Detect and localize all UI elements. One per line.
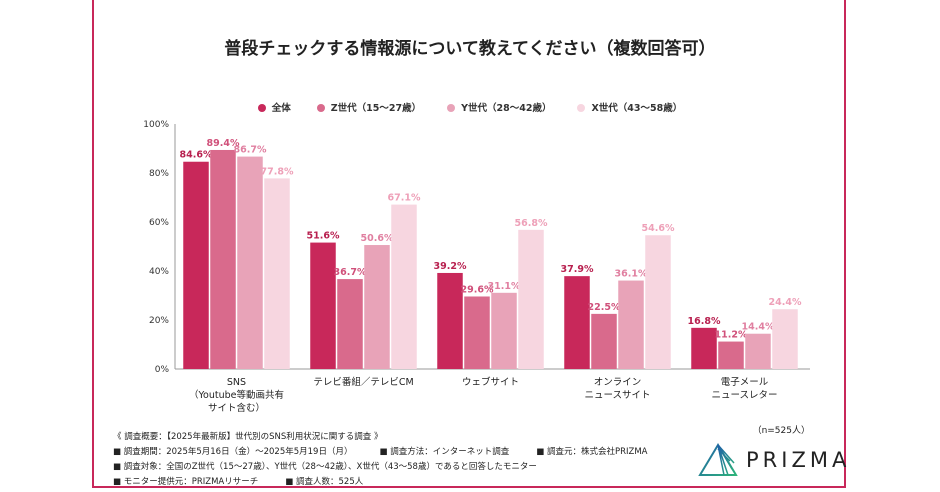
legend-swatch	[447, 104, 456, 112]
note-line: 《 調査概要：【2025年最新版】世代別のSNS利用状況に関する調査 》	[113, 432, 383, 442]
data-label: 14.4%	[742, 322, 775, 333]
bar	[745, 333, 771, 369]
data-label: 31.1%	[488, 281, 521, 292]
data-label: 54.6%	[642, 223, 675, 234]
logo-text: PRIZMA	[746, 448, 851, 472]
data-label: 56.8%	[515, 218, 548, 229]
x-tick-label: （Youtube等動画共有	[189, 389, 284, 401]
legend-item: Z世代（15〜27歳）	[316, 100, 422, 114]
legend-label: 全体	[271, 103, 291, 114]
legend-label: Z世代（15〜27歳）	[330, 103, 422, 114]
chart-frame	[92, 0, 846, 488]
data-label: 50.6%	[361, 233, 394, 244]
bar	[691, 327, 717, 369]
legend-item: X世代（43〜58歳）	[577, 100, 682, 114]
data-label: 36.1%	[615, 269, 648, 280]
data-label: 86.7%	[234, 145, 267, 156]
bar	[364, 245, 390, 369]
data-label: 77.8%	[261, 166, 294, 177]
bar	[264, 178, 290, 369]
bar	[564, 276, 590, 369]
y-tick-label: 40%	[149, 267, 169, 277]
y-tick-label: 20%	[149, 316, 169, 326]
data-label: 67.1%	[388, 193, 421, 204]
bar	[183, 161, 209, 369]
x-tick-label: テレビ番組／テレビCM	[313, 376, 413, 388]
bar	[337, 279, 363, 369]
data-label: 22.5%	[588, 302, 621, 313]
bar	[591, 313, 617, 369]
bar	[464, 296, 490, 369]
y-tick-label: 100%	[143, 120, 169, 130]
data-label: 51.6%	[307, 231, 340, 242]
legend-item: 全体	[257, 100, 291, 114]
x-tick-label: ウェブサイト	[462, 376, 519, 388]
bar	[210, 149, 236, 369]
x-tick-label: 電子メール	[721, 377, 769, 388]
legend-swatch	[316, 104, 325, 112]
bar	[237, 156, 263, 369]
bar	[618, 280, 644, 369]
survey-notes: 《 調査概要：【2025年最新版】世代別のSNS利用状況に関する調査 》 ■ 調…	[113, 430, 647, 490]
x-tick-label: サイト含む）	[208, 402, 265, 414]
bar	[772, 309, 798, 369]
y-tick-label: 60%	[149, 218, 169, 228]
data-label: 37.9%	[561, 264, 594, 275]
legend-label: Y世代（28〜42歳）	[461, 103, 552, 114]
data-label: 11.2%	[715, 330, 748, 341]
data-label: 84.6%	[180, 150, 213, 161]
legend-swatch	[577, 104, 586, 112]
y-tick-label: 80%	[149, 169, 169, 179]
bar	[518, 229, 544, 369]
bar	[437, 272, 463, 369]
legend-label: X世代（43〜58歳）	[591, 103, 683, 114]
data-label: 36.7%	[334, 267, 367, 278]
note-line: ■ 調査対象：全国のZ世代（15〜27歳）、Y世代（28〜42歳）、X世代（43…	[113, 462, 537, 472]
bar	[645, 235, 671, 369]
data-label: 24.4%	[769, 297, 802, 308]
bar	[391, 204, 417, 369]
data-label: 16.8%	[688, 316, 721, 327]
x-tick-label: ニュースサイト	[584, 390, 650, 401]
bar	[310, 242, 336, 369]
prizma-logo: PRIZMA	[698, 443, 850, 477]
sample-size: （n=525人）	[752, 426, 810, 436]
x-tick-label: SNS	[227, 377, 246, 388]
note-line: ■ 調査期間：2025年5月16日（金）〜2025年5月19日（月） ■ 調査方…	[113, 447, 648, 457]
chart-title: 普段チェックする情報源について教えてください（複数回答可）	[224, 39, 716, 59]
data-label: 29.6%	[461, 284, 494, 295]
data-label: 89.4%	[207, 138, 240, 149]
legend: 全体 Z世代（15〜27歳） Y世代（28〜42歳） X世代（43〜58歳）	[0, 100, 940, 114]
x-tick-label: オンライン	[594, 377, 642, 388]
legend-swatch	[257, 104, 266, 112]
bar	[718, 341, 744, 369]
note-line: ■ モニター提供元：PRIZMAリサーチ ■ 調査人数：525人	[113, 477, 364, 487]
prism-icon	[698, 443, 738, 476]
legend-item: Y世代（28〜42歳）	[447, 100, 551, 114]
data-label: 39.2%	[434, 261, 467, 272]
x-tick-label: ニュースレター	[711, 390, 777, 401]
y-tick-label: 0%	[155, 365, 170, 375]
bar	[491, 292, 517, 369]
